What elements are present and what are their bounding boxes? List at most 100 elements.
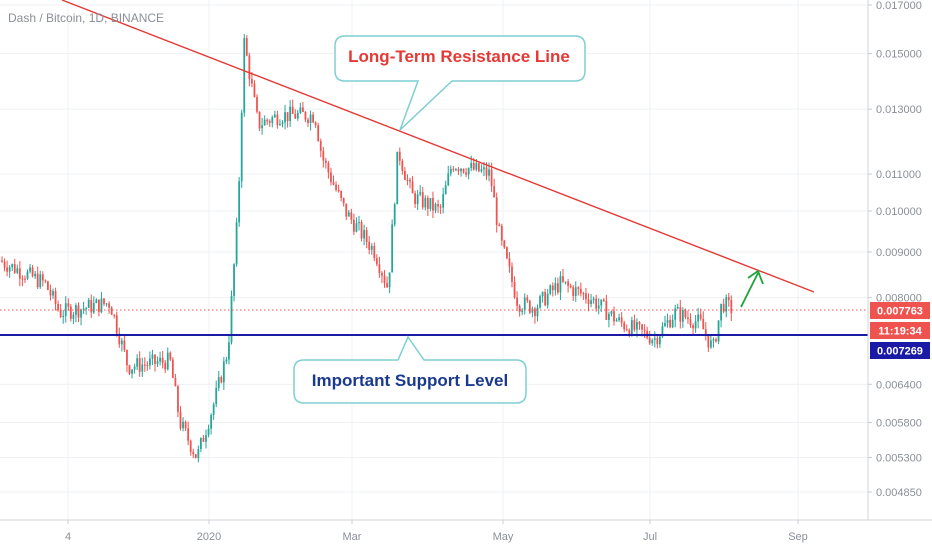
candle — [615, 317, 618, 322]
candle-body — [378, 264, 381, 273]
candle-body — [327, 162, 330, 173]
candle-body — [432, 198, 434, 211]
candle — [200, 437, 202, 453]
candle-body — [299, 107, 302, 113]
current-price-value: 0.007763 — [877, 306, 923, 318]
candle — [345, 203, 348, 221]
candle — [722, 298, 725, 314]
candle-body — [419, 192, 422, 195]
current-price-badge-bg — [870, 302, 930, 319]
candle-body — [434, 204, 437, 211]
support-label: Important Support Level — [312, 371, 508, 390]
candle-body — [462, 168, 465, 173]
candle — [381, 271, 383, 284]
candle-body — [171, 359, 174, 378]
candle-body — [49, 289, 52, 296]
candle-body — [569, 285, 572, 288]
candle — [335, 181, 337, 192]
candle — [452, 166, 455, 173]
candle-body — [630, 320, 633, 336]
candle-body — [108, 303, 110, 308]
time-axis[interactable]: 4 2020 Mar May Jul Sep — [65, 520, 808, 543]
candle — [115, 311, 118, 337]
candle — [651, 338, 654, 346]
candle-body — [294, 113, 297, 119]
candle — [342, 197, 345, 207]
candle — [508, 252, 511, 273]
candle — [271, 115, 274, 128]
candle-body — [651, 339, 654, 344]
candle-body — [544, 292, 547, 306]
candle — [480, 164, 483, 173]
candle — [136, 354, 139, 370]
candle — [309, 110, 312, 131]
candle — [353, 213, 355, 236]
candle — [421, 186, 424, 210]
candle-body — [659, 336, 661, 345]
candle-body — [671, 319, 674, 328]
candle — [327, 160, 330, 179]
candle-body — [205, 435, 207, 442]
price-tick-label: 0.005800 — [876, 418, 922, 430]
candle — [720, 303, 722, 328]
candle-body — [26, 271, 29, 279]
candle-body — [136, 358, 139, 367]
candle-body — [335, 184, 337, 190]
candle-body — [31, 267, 34, 277]
candle-body — [90, 299, 93, 313]
candle — [368, 235, 371, 255]
candle — [388, 272, 391, 294]
candle-body — [416, 194, 419, 205]
candle — [595, 294, 598, 312]
countdown-value: 11:19:34 — [878, 326, 922, 338]
candle — [245, 35, 248, 57]
candle-body — [67, 303, 70, 307]
candle-body — [159, 357, 161, 362]
candle-body — [585, 293, 587, 300]
candle — [559, 271, 562, 301]
candle — [164, 359, 167, 373]
candle-body — [319, 141, 322, 151]
candle — [184, 420, 187, 432]
candle-body — [707, 335, 710, 348]
candle — [694, 315, 697, 333]
candle-body — [3, 261, 6, 268]
candle — [671, 314, 674, 329]
candle-body — [368, 242, 371, 250]
candle — [276, 110, 279, 129]
candle — [3, 258, 6, 272]
candle — [587, 293, 590, 312]
candle-body — [628, 330, 631, 336]
candle — [574, 281, 577, 302]
candle — [123, 335, 126, 353]
candle — [704, 322, 707, 341]
time-tick-label: May — [493, 531, 514, 543]
candle — [544, 288, 547, 307]
candle — [725, 294, 728, 318]
candle — [681, 307, 684, 328]
candle-body — [500, 225, 503, 241]
candle-body — [41, 274, 44, 281]
candle-body — [633, 320, 636, 330]
resistance-label: Long-Term Resistance Line — [348, 47, 570, 66]
candle — [457, 167, 460, 176]
candle-body — [350, 212, 353, 220]
candle — [16, 264, 19, 275]
support-callout-box — [293, 335, 527, 404]
candle-body — [452, 168, 455, 171]
candle-body — [587, 299, 590, 305]
price-axis[interactable]: 0.017000 0.015000 0.013000 0.011000 0.010000… — [868, 0, 922, 499]
candle — [258, 111, 261, 131]
candle-body — [39, 274, 42, 288]
candle-body — [483, 167, 485, 170]
candle — [194, 453, 197, 459]
candle — [426, 195, 429, 217]
candle — [41, 271, 44, 287]
price-tick-label: 0.015000 — [876, 49, 922, 61]
candle-body — [590, 300, 592, 305]
candle — [518, 304, 521, 317]
candle-body — [174, 377, 177, 387]
